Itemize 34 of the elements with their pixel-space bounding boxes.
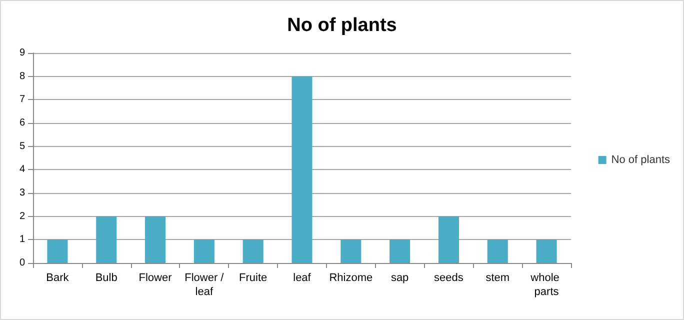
- y-tick-label: 0: [19, 258, 26, 268]
- x-tick-label: Bulb: [95, 272, 118, 284]
- bar: [340, 240, 362, 263]
- y-tick-label: 5: [19, 140, 26, 152]
- x-tick-label: Flower /leaf: [184, 272, 225, 298]
- y-tick-label: 1: [19, 234, 26, 246]
- bar: [96, 216, 117, 263]
- chart-title: No of plants: [287, 15, 397, 36]
- bar: [47, 240, 68, 263]
- x-tick-label: stem: [486, 272, 510, 284]
- bar: [438, 216, 459, 263]
- y-tick-label: 3: [19, 188, 26, 198]
- y-tick-label: 9: [19, 48, 26, 58]
- bar: [536, 240, 557, 263]
- y-tick-label: 8: [19, 70, 26, 82]
- x-tick-label: seeds: [434, 272, 464, 284]
- bar: [390, 240, 410, 263]
- x-tick-label: Rhizome: [329, 272, 373, 284]
- y-tick-label: 4: [19, 164, 26, 176]
- y-tick-label: 6: [19, 118, 26, 128]
- x-tick-label: Bark: [46, 272, 70, 284]
- bar: [194, 240, 214, 263]
- legend-label: No of plants: [611, 154, 670, 166]
- x-tick-label: sap: [390, 272, 409, 284]
- y-tick-label: 7: [19, 94, 26, 106]
- bar: [487, 240, 508, 263]
- x-tick-label: leaf: [293, 272, 312, 284]
- x-tick-label: Fruite: [239, 272, 268, 284]
- bar: [292, 76, 312, 263]
- bar: [242, 240, 264, 263]
- bar: [145, 216, 166, 263]
- x-tick-label: Flower: [138, 272, 172, 284]
- y-tick-label: 2: [19, 210, 26, 222]
- x-tick-label: whole parts: [530, 272, 562, 298]
